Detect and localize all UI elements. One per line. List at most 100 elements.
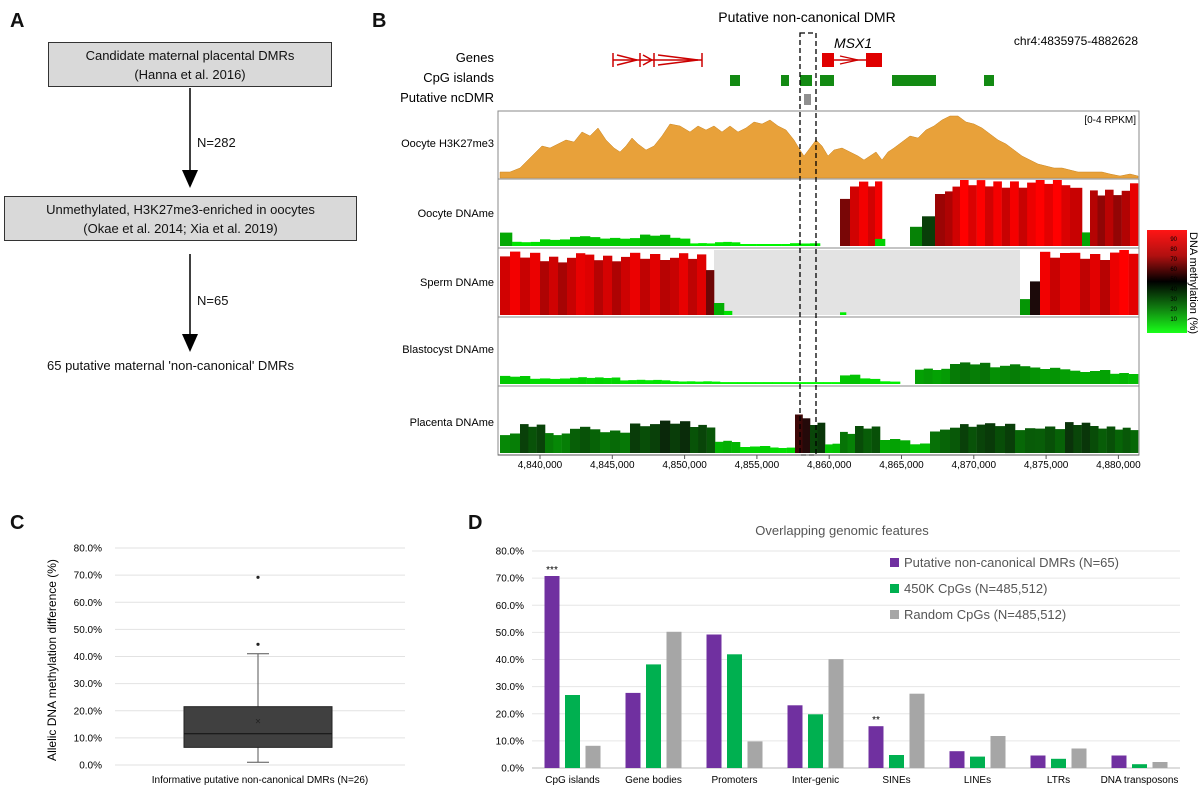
panel-label-d: D xyxy=(468,512,483,534)
methylation-bar xyxy=(1115,429,1123,453)
y-tick-label: 50.0% xyxy=(496,628,524,639)
methylation-bar xyxy=(630,423,641,453)
flow-box-candidate-dmrs: Candidate maternal placental DMRs (Hanna… xyxy=(48,42,332,87)
methylation-bar xyxy=(570,236,581,246)
methylation-bar xyxy=(806,382,816,384)
methylation-bar xyxy=(1050,367,1061,384)
flow-arrow1-label: N=282 xyxy=(197,135,236,150)
colorbar-tick-label: 50 xyxy=(1170,277,1177,283)
methylation-bar xyxy=(698,243,707,246)
methylation-bar xyxy=(746,382,756,384)
methylation-bar xyxy=(810,243,821,246)
category-label: LINEs xyxy=(964,775,991,786)
gene-name-msx1: MSX1 xyxy=(834,35,872,51)
x-tick-label: 4,850,000 xyxy=(662,460,707,471)
methylation-bar xyxy=(661,380,671,384)
methylation-bar xyxy=(910,226,923,246)
bar xyxy=(787,705,803,768)
methylation-bar xyxy=(660,260,671,315)
methylation-bar xyxy=(660,420,671,453)
y-tick-label: 70.0% xyxy=(496,574,524,585)
browser-title: Putative non-canonical DMR xyxy=(718,9,895,25)
methylation-bar xyxy=(1052,180,1062,246)
methylation-bar xyxy=(590,237,601,246)
methylation-bar xyxy=(636,379,646,384)
outlier-point xyxy=(256,642,260,646)
methylation-bar xyxy=(850,374,861,384)
methylation-bar xyxy=(530,241,541,246)
methylation-bar xyxy=(995,426,1006,453)
methylation-bar xyxy=(1121,190,1131,246)
methylation-bar xyxy=(802,418,811,453)
methylation-bar xyxy=(781,244,791,246)
ncdmr-block xyxy=(804,94,811,105)
methylation-bar xyxy=(880,440,891,453)
methylation-bar xyxy=(930,431,941,453)
methylation-bar xyxy=(500,256,511,315)
methylation-bar xyxy=(870,378,881,384)
methylation-bar xyxy=(1055,429,1066,453)
methylation-bar xyxy=(1097,195,1106,246)
methylation-bar xyxy=(1090,190,1098,246)
methylation-bar xyxy=(950,364,961,384)
methylation-bar xyxy=(960,362,971,384)
methylation-bar xyxy=(603,378,612,384)
colorbar-title: DNA methylation (%) xyxy=(1187,232,1199,334)
gene-model-msx1 xyxy=(822,53,882,67)
methylation-bar xyxy=(520,424,529,453)
category-label: CpG islands xyxy=(545,775,599,786)
panel-label-b: B xyxy=(372,10,387,32)
flow-box2-line2: (Okae et al. 2014; Xia et al. 2019) xyxy=(83,221,278,236)
methylation-bar xyxy=(600,238,611,246)
bar xyxy=(1071,748,1087,768)
methylation-bar xyxy=(550,239,561,246)
colorbar-tick-label: 40 xyxy=(1170,287,1177,293)
methylation-bar xyxy=(715,441,724,453)
y-tick-label: 60.0% xyxy=(496,601,524,612)
methylation-bar xyxy=(900,440,911,453)
bar-chart-legend: Putative non-canonical DMRs (N=65) 450K C… xyxy=(890,555,1119,622)
methylation-bar xyxy=(570,377,579,384)
methylation-bar xyxy=(1060,369,1071,384)
bar xyxy=(747,741,763,768)
methylation-bar xyxy=(840,431,848,453)
browser-x-axis: 4,840,000 4,845,000 4,850,000 4,855,000 4,86… xyxy=(498,454,1141,471)
methylation-bar xyxy=(976,424,986,453)
methylation-bar xyxy=(1106,426,1116,453)
methylation-bar xyxy=(840,375,851,384)
track-label-genes: Genes xyxy=(456,50,495,65)
track-label-blastocyst-dname: Blastocyst DNAme xyxy=(402,344,494,356)
methylation-bar xyxy=(850,186,860,246)
methylation-bar xyxy=(1105,189,1114,246)
methylation-bar xyxy=(875,181,883,246)
bar xyxy=(666,631,682,768)
methylation-bar xyxy=(558,262,568,315)
bar xyxy=(544,576,560,768)
methylation-bar xyxy=(690,427,699,453)
methylation-bar xyxy=(706,427,716,453)
methylation-bar xyxy=(580,426,591,453)
methylation-bar xyxy=(580,236,591,246)
methylation-bar xyxy=(1110,252,1120,315)
methylation-bar xyxy=(1110,373,1120,384)
y-tick-label: 30.0% xyxy=(74,679,102,690)
methylation-colorbar xyxy=(1147,230,1187,333)
methylation-bar xyxy=(711,381,721,384)
methylation-bar xyxy=(1040,251,1051,315)
bar xyxy=(727,654,742,768)
bar xyxy=(1051,758,1066,768)
methylation-bar xyxy=(941,368,951,384)
methylation-bar xyxy=(586,377,596,384)
panel-label-c: C xyxy=(10,512,25,534)
y-tick-label: 60.0% xyxy=(74,598,102,609)
bar xyxy=(889,755,904,768)
methylation-bar xyxy=(576,253,586,315)
methylation-bar xyxy=(570,428,581,453)
methylation-bar xyxy=(740,447,751,453)
methylation-bar xyxy=(653,379,662,384)
methylation-bar xyxy=(723,440,732,453)
methylation-bar xyxy=(1082,232,1091,246)
methylation-bar xyxy=(536,424,546,453)
methylation-bar xyxy=(560,378,571,384)
methylation-bar xyxy=(714,303,725,315)
